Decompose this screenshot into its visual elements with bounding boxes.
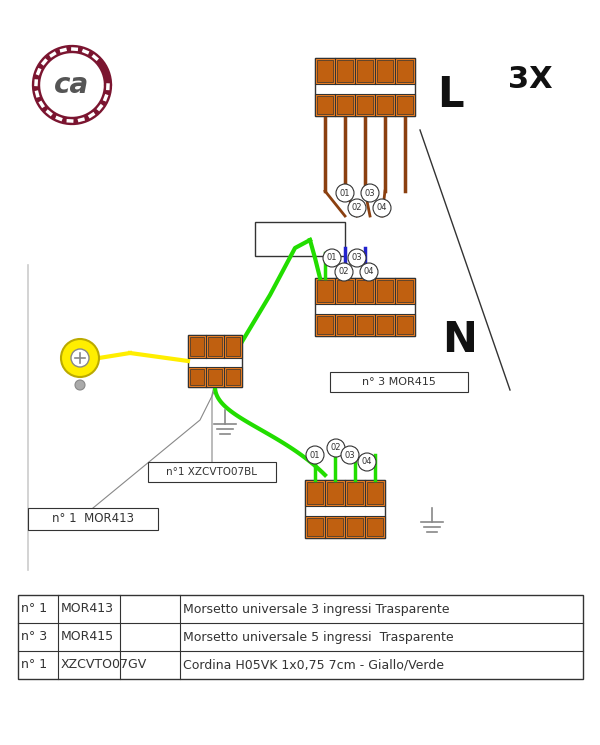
FancyBboxPatch shape (330, 372, 468, 392)
FancyBboxPatch shape (397, 280, 413, 302)
Text: n° 3 MOR415: n° 3 MOR415 (362, 377, 436, 387)
Text: 01: 01 (327, 253, 337, 262)
Text: 01: 01 (340, 188, 350, 197)
Text: 02: 02 (339, 267, 349, 276)
FancyBboxPatch shape (315, 94, 415, 116)
FancyBboxPatch shape (337, 96, 353, 114)
Text: 01: 01 (310, 451, 320, 460)
Text: 02: 02 (331, 443, 341, 452)
FancyBboxPatch shape (337, 280, 353, 302)
Text: n° 1  MOR413: n° 1 MOR413 (52, 513, 134, 525)
Circle shape (360, 263, 378, 281)
FancyBboxPatch shape (305, 480, 385, 506)
FancyBboxPatch shape (226, 337, 240, 356)
Circle shape (348, 199, 366, 217)
FancyBboxPatch shape (255, 222, 345, 256)
FancyBboxPatch shape (315, 314, 415, 336)
Text: 04: 04 (377, 203, 387, 212)
Text: 04: 04 (362, 457, 372, 466)
FancyBboxPatch shape (188, 335, 242, 358)
Text: Cordina H05VK 1x0,75 7cm - Giallo/Verde: Cordina H05VK 1x0,75 7cm - Giallo/Verde (183, 659, 444, 671)
Text: Morsetto universale 5 ingressi  Trasparente: Morsetto universale 5 ingressi Trasparen… (183, 630, 454, 644)
Circle shape (335, 263, 353, 281)
Circle shape (373, 199, 391, 217)
FancyBboxPatch shape (317, 316, 333, 334)
Circle shape (61, 339, 99, 377)
FancyBboxPatch shape (397, 96, 413, 114)
Text: n° 1: n° 1 (21, 659, 47, 671)
FancyBboxPatch shape (315, 278, 415, 304)
Text: L: L (437, 74, 463, 116)
FancyBboxPatch shape (317, 96, 333, 114)
FancyBboxPatch shape (347, 482, 363, 504)
FancyBboxPatch shape (28, 508, 158, 530)
FancyBboxPatch shape (315, 58, 415, 116)
Text: N: N (443, 319, 478, 361)
Circle shape (75, 380, 85, 390)
FancyBboxPatch shape (347, 518, 363, 536)
FancyBboxPatch shape (315, 278, 415, 336)
FancyBboxPatch shape (317, 60, 333, 82)
FancyBboxPatch shape (226, 370, 240, 385)
FancyBboxPatch shape (188, 367, 242, 387)
Text: MOR415: MOR415 (61, 630, 114, 644)
FancyBboxPatch shape (190, 370, 204, 385)
FancyBboxPatch shape (317, 280, 333, 302)
Text: n°1 XZCVTO07BL: n°1 XZCVTO07BL (167, 467, 257, 477)
Circle shape (306, 446, 324, 464)
FancyBboxPatch shape (18, 595, 583, 679)
FancyBboxPatch shape (305, 480, 385, 538)
FancyBboxPatch shape (190, 337, 204, 356)
FancyBboxPatch shape (327, 482, 343, 504)
FancyBboxPatch shape (315, 58, 415, 84)
FancyBboxPatch shape (337, 60, 353, 82)
FancyBboxPatch shape (377, 96, 393, 114)
FancyBboxPatch shape (397, 60, 413, 82)
Circle shape (358, 453, 376, 471)
Text: 03: 03 (352, 253, 362, 262)
Text: n° 1: n° 1 (21, 603, 47, 615)
FancyBboxPatch shape (307, 518, 323, 536)
Circle shape (341, 446, 359, 464)
FancyBboxPatch shape (208, 337, 222, 356)
Circle shape (323, 249, 341, 267)
Text: 03: 03 (344, 451, 355, 460)
FancyBboxPatch shape (188, 335, 242, 387)
FancyBboxPatch shape (148, 462, 276, 482)
Text: ca: ca (55, 71, 89, 99)
Text: Morsetto universale 3 ingressi Trasparente: Morsetto universale 3 ingressi Trasparen… (183, 603, 449, 615)
Text: 02: 02 (352, 203, 362, 212)
Circle shape (327, 439, 345, 457)
Circle shape (336, 184, 354, 202)
Circle shape (71, 349, 89, 367)
FancyBboxPatch shape (357, 280, 373, 302)
FancyBboxPatch shape (367, 482, 383, 504)
Text: 04: 04 (364, 267, 374, 276)
FancyBboxPatch shape (377, 316, 393, 334)
Circle shape (348, 249, 366, 267)
FancyBboxPatch shape (357, 60, 373, 82)
FancyBboxPatch shape (307, 482, 323, 504)
Circle shape (361, 184, 379, 202)
FancyBboxPatch shape (377, 280, 393, 302)
FancyBboxPatch shape (305, 516, 385, 538)
FancyBboxPatch shape (357, 316, 373, 334)
FancyBboxPatch shape (367, 518, 383, 536)
Text: 3X: 3X (508, 66, 553, 95)
Text: MOR413: MOR413 (61, 603, 114, 615)
Text: n° 3: n° 3 (21, 630, 47, 644)
Text: XZCVTO07GV: XZCVTO07GV (61, 659, 147, 671)
FancyBboxPatch shape (327, 518, 343, 536)
FancyBboxPatch shape (357, 96, 373, 114)
FancyBboxPatch shape (337, 316, 353, 334)
Text: 03: 03 (365, 188, 376, 197)
FancyBboxPatch shape (377, 60, 393, 82)
FancyBboxPatch shape (208, 370, 222, 385)
FancyBboxPatch shape (397, 316, 413, 334)
